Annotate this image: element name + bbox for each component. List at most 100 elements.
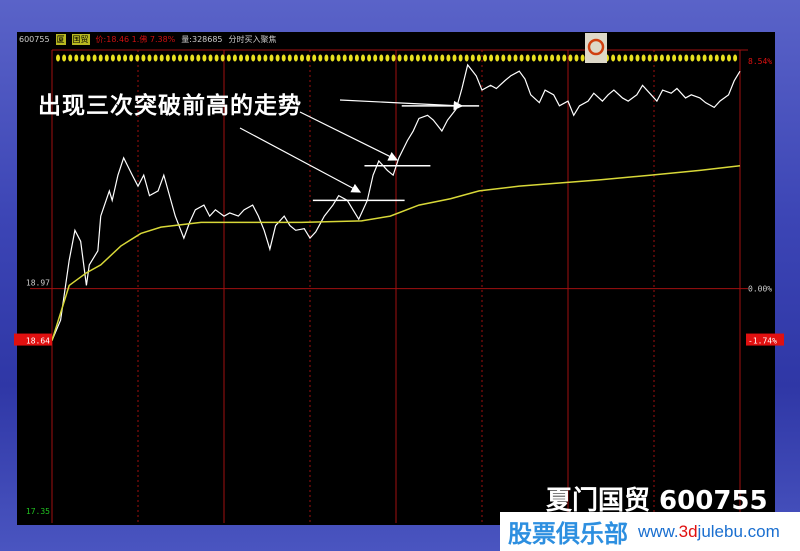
tick-marker <box>62 54 67 62</box>
tick-marker <box>562 54 567 62</box>
stock-tag: 厦 <box>55 33 66 45</box>
tick-marker <box>519 54 524 62</box>
tick-marker <box>568 54 573 62</box>
tick-marker <box>171 54 176 62</box>
annotation-arrow <box>339 99 464 111</box>
tick-marker <box>483 54 487 62</box>
tick-marker <box>544 54 548 62</box>
tick-marker <box>507 54 512 62</box>
tick-marker <box>720 54 725 62</box>
tick-marker <box>269 54 274 62</box>
tick-marker <box>281 54 286 62</box>
tick-marker <box>397 54 402 62</box>
stock-label: 夏门国贸 600755 <box>546 486 768 516</box>
tick-marker <box>342 54 347 62</box>
tick-marker <box>110 54 115 62</box>
tick-marker <box>666 54 670 62</box>
volume-info: 量:328685 <box>181 34 223 44</box>
tick-marker <box>452 54 457 62</box>
chart-mode: 分时买入聚焦 <box>228 34 277 44</box>
average-line <box>51 164 741 341</box>
tick-marker <box>696 54 701 62</box>
right-axis-label: -1.74% <box>748 337 777 346</box>
tick-marker <box>202 54 207 62</box>
tick-marker <box>495 54 500 62</box>
watermark-logo: 股票俱乐部 <box>508 520 628 548</box>
tick-marker <box>525 54 530 62</box>
watermark-url: www.3djulebu.com <box>638 522 780 542</box>
tick-marker <box>574 54 579 62</box>
tick-marker <box>733 54 738 62</box>
tick-marker <box>86 54 91 62</box>
tick-marker <box>141 54 146 62</box>
tick-marker <box>501 54 506 62</box>
tick-marker <box>104 54 109 62</box>
tick-marker <box>537 54 542 62</box>
tick-marker <box>379 54 384 62</box>
tick-marker <box>672 54 677 62</box>
tick-marker <box>458 54 463 62</box>
tick-marker <box>580 54 585 62</box>
tick-marker <box>190 54 195 62</box>
tick-marker <box>464 54 469 62</box>
annotation-arrow <box>239 127 362 193</box>
tick-marker <box>208 54 213 62</box>
annotation-arrow <box>299 111 399 161</box>
tick-marker <box>214 54 219 62</box>
tick-marker <box>293 54 298 62</box>
tick-marker <box>184 54 189 62</box>
tick-marker <box>550 54 555 62</box>
tick-marker <box>647 54 652 62</box>
tick-marker <box>300 54 304 62</box>
tick-marker <box>611 54 616 62</box>
tick-marker <box>92 54 97 62</box>
right-axis-label: 8.54% <box>748 57 772 66</box>
tick-marker <box>422 54 426 62</box>
tick-marker <box>117 54 121 62</box>
tick-marker <box>348 54 353 62</box>
tick-marker <box>178 54 182 62</box>
tick-marker <box>196 54 201 62</box>
tick-marker <box>409 54 414 62</box>
tick-marker <box>306 54 311 62</box>
tick-marker <box>220 54 225 62</box>
tick-marker <box>470 54 475 62</box>
tick-marker <box>391 54 396 62</box>
url-part-red: 3d <box>678 521 698 541</box>
tick-marker <box>690 54 695 62</box>
tick-marker <box>385 54 390 62</box>
tick-marker <box>684 54 689 62</box>
tick-marker <box>678 54 683 62</box>
url-part: julebu.com <box>697 521 780 541</box>
tick-marker <box>476 54 481 62</box>
tick-marker <box>336 54 341 62</box>
tick-marker <box>556 54 561 62</box>
tick-marker <box>629 54 634 62</box>
tick-marker <box>318 54 323 62</box>
left-axis-label: 18.64 <box>26 337 50 346</box>
tick-marker <box>239 54 243 62</box>
quote-header: 600755 厦 国贸 价:18.46 1.佛 7.38% 量:328685 分… <box>19 33 277 45</box>
logo-icon <box>585 33 607 63</box>
tick-marker <box>147 54 152 62</box>
tick-marker <box>312 54 317 62</box>
tick-marker <box>373 54 378 62</box>
tick-marker <box>434 54 439 62</box>
tick-marker <box>165 54 170 62</box>
price-line <box>51 63 741 341</box>
tick-marker <box>98 54 103 62</box>
tick-marker <box>275 54 280 62</box>
tick-marker <box>635 54 640 62</box>
stock-name-tag: 国贸 <box>71 33 90 45</box>
tick-marker <box>257 54 262 62</box>
tick-marker <box>653 54 658 62</box>
left-axis-label-bg <box>14 333 52 346</box>
right-axis-label-bg <box>746 333 784 346</box>
tick-marker <box>403 54 408 62</box>
left-axis-label: 17.35 <box>26 507 50 516</box>
tick-marker <box>287 54 292 62</box>
price-info: 价:18.46 1.佛 7.38% <box>95 34 176 44</box>
right-axis-label: 0.00% <box>748 285 772 294</box>
tick-marker <box>617 54 622 62</box>
